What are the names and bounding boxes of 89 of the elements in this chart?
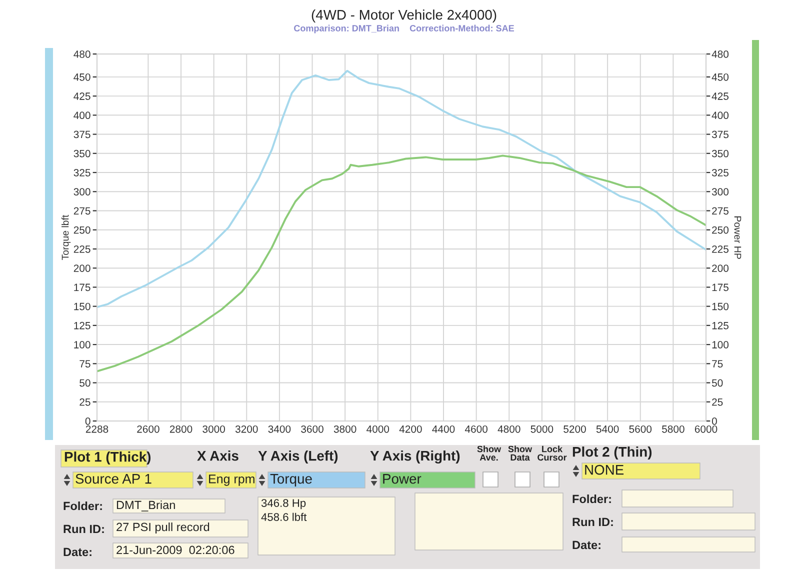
y2-tick-label: 25	[712, 398, 723, 406]
y2-tick-label: 300	[712, 188, 729, 196]
y-tick-label: 250	[74, 226, 90, 234]
y-tick-label: 400	[74, 112, 90, 120]
x-tick-label: 6000	[694, 425, 718, 433]
text: Lock Cursor	[538, 446, 567, 461]
y2-tick-label: 400	[712, 112, 729, 120]
y-tick-label: 150	[74, 302, 90, 310]
y-tick-label: 125	[74, 322, 90, 330]
x-tick-label: 4800	[498, 425, 520, 433]
y-tick-label: 100	[74, 341, 90, 348]
x-tick-label: 5400	[596, 425, 619, 433]
y-tick-label: 50	[80, 379, 90, 387]
x-tick-label: 4400	[432, 425, 455, 433]
text: Show Data	[508, 446, 532, 461]
text: Run ID:	[64, 524, 104, 534]
text: DMT_Brian	[116, 500, 175, 512]
source-note: Source AP 1	[76, 474, 152, 484]
y2-tick-label: 75	[712, 360, 723, 368]
y2-tick-label: 100	[712, 341, 729, 348]
text: Folder:	[64, 501, 102, 510]
text: X Axis	[197, 450, 238, 461]
text: Plot 1 (Thick)	[64, 452, 151, 464]
x-tick-label: 3200	[235, 425, 258, 433]
text: 346.8 Hp	[261, 499, 306, 510]
x-tick-label: 5000	[530, 425, 554, 433]
y2-tick-label: 0	[712, 418, 717, 425]
y2-tick-label: 175	[712, 284, 728, 292]
text: Plot 2 (Thin)	[572, 446, 652, 460]
x-tick-label: 5200	[564, 425, 586, 433]
y-axis-title: Torque lbft	[62, 214, 71, 260]
y2-tick-label: 325	[712, 169, 728, 176]
text: 27 PSI pull record	[116, 522, 210, 534]
y2-tick-label: 375	[712, 130, 728, 138]
y-tick-label: 25	[80, 398, 90, 406]
text: 458.6 lbft	[261, 512, 307, 521]
x-tick-label: 2800	[170, 425, 192, 433]
x-tick-label: 4600	[464, 425, 488, 433]
x-tick-label: 4200	[399, 425, 422, 433]
y-tick-label: 375	[74, 130, 90, 138]
text: Run ID:	[572, 518, 613, 526]
y-tick-label: 300	[74, 188, 90, 196]
text: Y Axis (Left)	[258, 450, 338, 464]
text: Date:	[64, 548, 92, 556]
y2-tick-label: 225	[712, 245, 728, 253]
text: 21-Jun-2009 02:20:06	[116, 546, 234, 554]
y2-tick-label: 450	[712, 73, 729, 81]
y2-tick-label: 125	[712, 322, 728, 330]
x-tick-label: 3000	[202, 425, 225, 433]
y2-tick-label: 150	[712, 302, 729, 310]
x-tick-label: 2600	[137, 425, 160, 433]
text: Y Axis (Right)	[370, 450, 460, 464]
y2-tick-label: 50	[712, 379, 723, 387]
y-tick-label: 75	[80, 360, 90, 368]
line-series	[97, 154, 706, 372]
y-tick-label: 0	[85, 418, 90, 425]
y2-tick-label: 480	[712, 50, 729, 58]
x-tick-label: 4000	[366, 425, 390, 433]
y-tick-label: 275	[74, 207, 90, 215]
x-tick-label: 5600	[629, 425, 652, 433]
y-tick-label: 175	[74, 284, 90, 292]
text: Power	[383, 474, 422, 484]
x-tick-label: 2288	[86, 425, 108, 433]
y-tick-label: 200	[74, 264, 90, 272]
y-tick-label: 480	[74, 50, 90, 58]
text: Date:	[572, 540, 600, 550]
y-tick-label: 350	[74, 150, 90, 158]
text: NONE	[585, 464, 624, 475]
x-tick-label: 3600	[301, 425, 324, 433]
y-tick-label: 225	[74, 245, 90, 253]
y2-tick-label: 275	[712, 207, 728, 215]
y-tick-label: 425	[74, 92, 90, 100]
y-tick-label: 450	[74, 73, 90, 81]
y2-tick-label: 250	[712, 226, 729, 234]
y2-tick-label: 425	[712, 92, 728, 100]
x-tick-label: 3800	[334, 425, 356, 433]
y2-tick-label: 200	[712, 264, 729, 272]
x-tick-label: 3400	[268, 425, 291, 433]
y2-tick-label: 350	[712, 150, 729, 158]
text: Eng rpm	[209, 474, 254, 486]
text: Show Ave.	[477, 446, 502, 461]
text: Torque	[270, 474, 312, 486]
y-tick-label: 325	[74, 169, 90, 176]
x-tick-label: 5800	[662, 425, 684, 433]
chart-title: (4WD - Motor Vehicle 2x4000)	[312, 10, 496, 22]
y2-axis-title: Power HP	[734, 216, 742, 259]
line-series	[97, 70, 706, 308]
text: Folder:	[572, 494, 611, 504]
chart-subtitle: Comparison: DMT_Brian Correction-Method: SAE	[294, 24, 514, 34]
